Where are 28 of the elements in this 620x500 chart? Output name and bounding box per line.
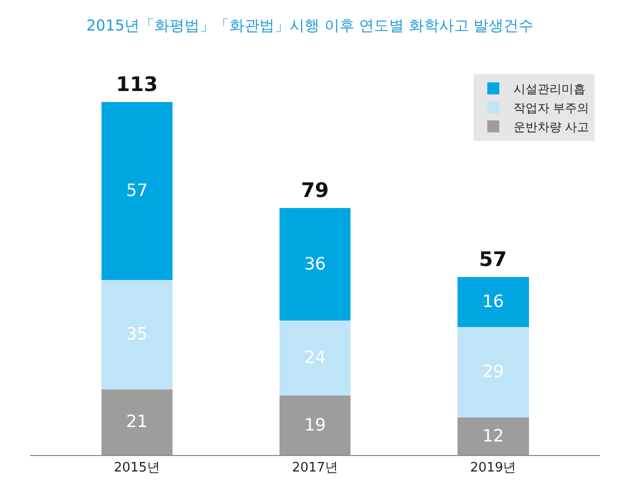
legend-label: 작업자 부주의 <box>513 101 590 116</box>
data-label: 24 <box>304 348 326 368</box>
bar <box>458 326 529 418</box>
legend-label: 운반차량 사고 <box>513 120 590 134</box>
bar <box>101 280 172 390</box>
data-label: 16 <box>482 292 504 312</box>
bar <box>279 396 351 455</box>
bar <box>458 418 529 455</box>
data-label: 29 <box>482 362 504 382</box>
data-label: 35 <box>126 324 148 345</box>
x-tick-label: 2019년 <box>470 460 516 476</box>
total-label: 57 <box>479 247 507 271</box>
data-label: 36 <box>304 254 326 274</box>
x-tick-label: 2017년 <box>292 460 338 476</box>
data-label: 57 <box>126 181 148 202</box>
bar <box>279 320 351 396</box>
legend-label: 시설관리미흡 <box>513 82 586 96</box>
data-label: 12 <box>482 426 504 446</box>
chart-title: 2015년「화평법」「화관법」시행 이후 연도별 화학사고 발생건수 <box>86 16 534 34</box>
bar <box>279 208 351 321</box>
bar <box>101 389 172 455</box>
data-label: 21 <box>126 412 148 432</box>
data-label: 19 <box>304 415 326 436</box>
bar <box>101 102 172 280</box>
total-label: 79 <box>301 178 329 202</box>
total-label: 113 <box>116 72 158 96</box>
bar <box>458 276 529 327</box>
x-tick-label: 2015년 <box>114 460 160 476</box>
